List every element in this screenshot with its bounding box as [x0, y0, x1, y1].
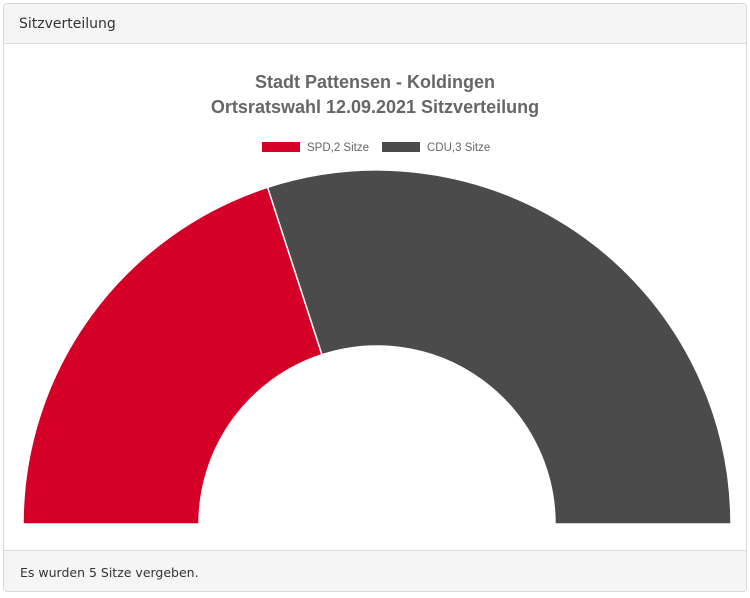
panel-header-title: Sitzverteilung [19, 16, 116, 32]
seat-distribution-chart: Stadt Pattensen - Koldingen Ortsratswahl… [22, 72, 732, 525]
chart-title-line-1: Stadt Pattensen - Koldingen [255, 72, 495, 92]
chart-slices [22, 169, 732, 525]
slice-cdu[interactable] [266, 169, 732, 525]
seats-total-text: Es wurden 5 Sitze vergeben. [20, 565, 199, 580]
panel-header: Sitzverteilung [4, 4, 746, 44]
chart-title-line-2: Ortsratswahl 12.09.2021 Sitzverteilung [211, 97, 539, 117]
legend-swatch-spd[interactable] [262, 142, 300, 152]
panel-footer: Es wurden 5 Sitze vergeben. [4, 550, 746, 591]
legend-label-spd[interactable]: SPD,2 Sitze [307, 142, 369, 154]
slice-spd[interactable] [22, 186, 323, 525]
seat-distribution-panel: Sitzverteilung Stadt Pattensen - Kolding… [3, 3, 747, 592]
chart-container: Stadt Pattensen - Koldingen Ortsratswahl… [4, 44, 746, 551]
chart-legend: SPD,2 Sitze CDU,3 Sitze [262, 142, 490, 154]
legend-swatch-cdu[interactable] [382, 142, 420, 152]
legend-label-cdu[interactable]: CDU,3 Sitze [427, 142, 490, 154]
